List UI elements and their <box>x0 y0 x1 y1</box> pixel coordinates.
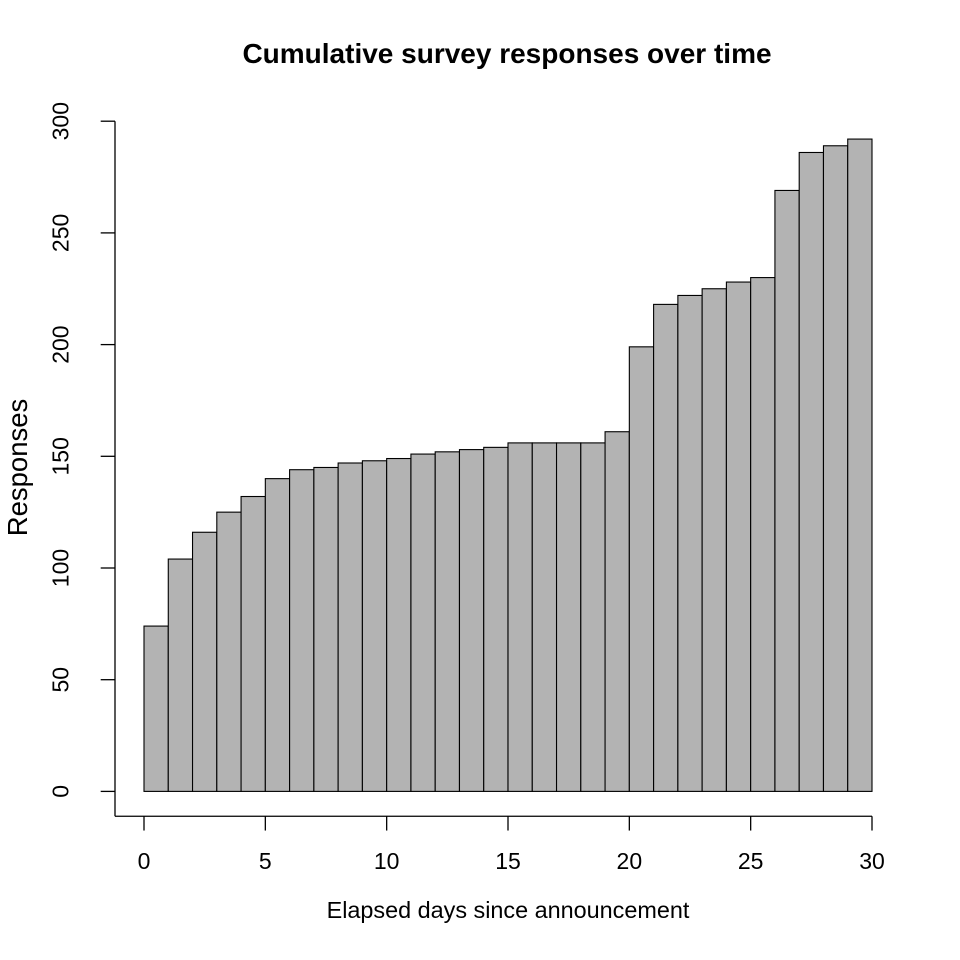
svg-text:0: 0 <box>138 848 151 874</box>
svg-text:Cumulative survey responses ov: Cumulative survey responses over time <box>242 38 771 69</box>
svg-text:25: 25 <box>738 848 764 874</box>
svg-text:20: 20 <box>617 848 643 874</box>
svg-text:0: 0 <box>48 785 74 798</box>
svg-text:50: 50 <box>48 667 74 693</box>
svg-text:15: 15 <box>495 848 521 874</box>
svg-text:10: 10 <box>374 848 400 874</box>
svg-text:30: 30 <box>859 848 885 874</box>
svg-text:100: 100 <box>48 549 74 587</box>
svg-text:300: 300 <box>48 102 74 140</box>
svg-text:5: 5 <box>259 848 272 874</box>
svg-text:250: 250 <box>48 214 74 252</box>
svg-text:200: 200 <box>48 325 74 363</box>
svg-text:150: 150 <box>48 437 74 475</box>
svg-text:Responses: Responses <box>2 399 33 537</box>
svg-text:Elapsed days since announcemen: Elapsed days since announcement <box>327 897 690 923</box>
